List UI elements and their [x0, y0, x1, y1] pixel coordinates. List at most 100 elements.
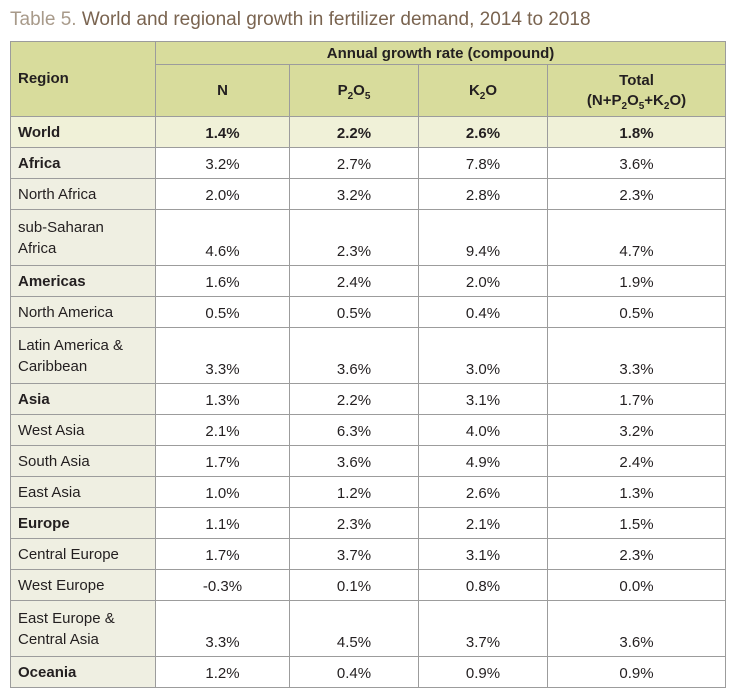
total-cell: 1.7%	[546, 383, 727, 415]
k2o-cell: 0.4%	[418, 296, 548, 328]
n-cell: 1.2%	[155, 656, 290, 688]
table-row-central-europe: Central Europe 1.7% 3.7% 3.1% 2.3%	[10, 538, 727, 570]
column-header-n: N	[155, 64, 290, 117]
n-cell: 3.3%	[155, 600, 290, 657]
region-cell: Europe	[10, 507, 156, 539]
k2o-cell: 2.0%	[418, 265, 548, 297]
region-cell: Oceania	[10, 656, 156, 688]
p2o5-cell: 6.3%	[289, 414, 419, 446]
table-caption-title: World and regional growth in fertilizer …	[81, 9, 591, 30]
table-row-north-america: North America 0.5% 0.5% 0.4% 0.5%	[10, 296, 727, 328]
region-cell: North Africa	[10, 178, 156, 210]
table-row-africa: Africa 3.2% 2.7% 7.8% 3.6%	[10, 147, 727, 179]
n-cell: 2.1%	[155, 414, 290, 446]
total-cell: 2.4%	[546, 445, 727, 477]
n-cell: 3.2%	[155, 147, 290, 179]
p2o5-cell: 2.3%	[289, 507, 419, 539]
table-row-west-europe: West Europe -0.3% 0.1% 0.8% 0.0%	[10, 569, 727, 601]
k2o-cell: 3.1%	[418, 538, 548, 570]
region-line-2: Central Asia	[18, 630, 99, 648]
region-line-1: East Europe &	[18, 609, 115, 627]
total-cell: 0.5%	[546, 296, 727, 328]
n-cell: 3.3%	[155, 327, 290, 384]
table-row-europe: Europe 1.1% 2.3% 2.1% 1.5%	[10, 507, 727, 539]
k2o-cell: 3.7%	[418, 600, 548, 657]
p2o5-cell: 0.1%	[289, 569, 419, 601]
table-row-east-europe-central-asia: East Europe & Central Asia 3.3% 4.5% 3.7%…	[10, 600, 727, 657]
column-header-p2o5: P2O5	[289, 64, 419, 117]
table-row-north-africa: North Africa 2.0% 3.2% 2.8% 2.3%	[10, 178, 727, 210]
p2o5-cell: 3.6%	[289, 445, 419, 477]
region-cell: East Asia	[10, 476, 156, 508]
region-line-2: Africa	[18, 239, 57, 257]
region-cell: West Europe	[10, 569, 156, 601]
total-cell: 1.9%	[546, 265, 727, 297]
k2o-cell: 2.6%	[418, 476, 548, 508]
fertilizer-growth-table: Region Annual growth rate (compound) N P…	[10, 41, 727, 688]
table-caption: Table 5. World and regional growth in fe…	[10, 8, 591, 32]
p2o5-cell: 2.3%	[289, 209, 419, 266]
n-cell: 1.4%	[155, 116, 290, 148]
k2o-cell: 4.0%	[418, 414, 548, 446]
table-row-latin-america-caribbean: Latin America & Caribbean 3.3% 3.6% 3.0% …	[10, 327, 727, 384]
region-cell: Americas	[10, 265, 156, 297]
n-cell: 1.1%	[155, 507, 290, 539]
table-row-oceania: Oceania 1.2% 0.4% 0.9% 0.9%	[10, 656, 727, 688]
total-cell: 1.3%	[546, 476, 727, 508]
table-row-south-asia: South Asia 1.7% 3.6% 4.9% 2.4%	[10, 445, 727, 477]
region-cell: Latin America & Caribbean	[10, 327, 156, 384]
n-cell: 1.6%	[155, 265, 290, 297]
total-cell: 3.2%	[546, 414, 727, 446]
total-cell: 0.0%	[546, 569, 727, 601]
region-cell: West Asia	[10, 414, 156, 446]
n-cell: 1.0%	[155, 476, 290, 508]
k2o-cell: 3.0%	[418, 327, 548, 384]
p2o5-cell: 2.2%	[289, 116, 419, 148]
p2o5-cell: 3.2%	[289, 178, 419, 210]
n-cell: 1.7%	[155, 538, 290, 570]
total-cell: 0.9%	[546, 656, 727, 688]
p2o5-cell: 0.4%	[289, 656, 419, 688]
column-header-k2o: K2O	[418, 64, 548, 117]
p2o5-cell: 0.5%	[289, 296, 419, 328]
p2o5-cell: 4.5%	[289, 600, 419, 657]
p2o5-cell: 1.2%	[289, 476, 419, 508]
table-row-americas: Americas 1.6% 2.4% 2.0% 1.9%	[10, 265, 727, 297]
region-line-2: Caribbean	[18, 357, 88, 375]
p2o5-cell: 2.2%	[289, 383, 419, 415]
p2o5-cell: 2.4%	[289, 265, 419, 297]
total-cell: 1.5%	[546, 507, 727, 539]
k2o-cell: 2.1%	[418, 507, 548, 539]
total-cell: 3.3%	[546, 327, 727, 384]
column-header-region: Region	[10, 41, 156, 117]
total-cell: 3.6%	[546, 147, 727, 179]
n-cell: 1.3%	[155, 383, 290, 415]
region-cell: Central Europe	[10, 538, 156, 570]
k2o-cell: 9.4%	[418, 209, 548, 266]
n-cell: 2.0%	[155, 178, 290, 210]
k2o-cell: 3.1%	[418, 383, 548, 415]
region-cell: World	[10, 116, 156, 148]
column-group-header-growth-rate: Annual growth rate (compound)	[154, 41, 727, 65]
table-row-world: World 1.4% 2.2% 2.6% 1.8%	[10, 116, 727, 148]
p2o5-cell: 3.7%	[289, 538, 419, 570]
k2o-cell: 4.9%	[418, 445, 548, 477]
n-cell: -0.3%	[155, 569, 290, 601]
p2o5-cell: 2.7%	[289, 147, 419, 179]
total-cell: 1.8%	[546, 116, 727, 148]
region-cell: sub-Saharan Africa	[10, 209, 156, 266]
total-cell: 2.3%	[546, 178, 727, 210]
region-line-1: Latin America &	[18, 336, 124, 354]
k2o-cell: 2.8%	[418, 178, 548, 210]
column-header-total: Total (N+P2O5+K2O)	[546, 64, 727, 117]
n-cell: 0.5%	[155, 296, 290, 328]
table-row-east-asia: East Asia 1.0% 1.2% 2.6% 1.3%	[10, 476, 727, 508]
n-cell: 4.6%	[155, 209, 290, 266]
total-cell: 2.3%	[546, 538, 727, 570]
table-row-asia: Asia 1.3% 2.2% 3.1% 1.7%	[10, 383, 727, 415]
table-row-sub-saharan-africa: sub-Saharan Africa 4.6% 2.3% 9.4% 4.7%	[10, 209, 727, 266]
table-caption-label: Table 5.	[10, 9, 77, 30]
table-row-west-asia: West Asia 2.1% 6.3% 4.0% 3.2%	[10, 414, 727, 446]
k2o-cell: 7.8%	[418, 147, 548, 179]
region-cell: North America	[10, 296, 156, 328]
